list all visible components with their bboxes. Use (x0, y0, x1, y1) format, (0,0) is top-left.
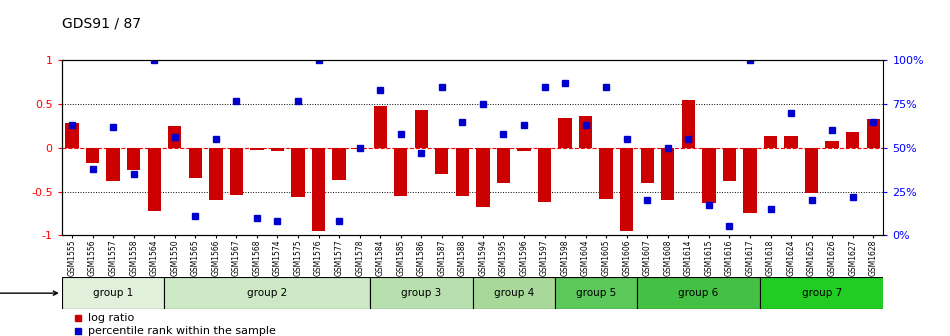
Bar (599, 148, 613, 199)
Text: group 5: group 5 (576, 288, 616, 298)
Bar (292, 148, 305, 197)
Text: group 1: group 1 (93, 288, 133, 298)
Bar (620, 148, 634, 231)
Bar (147, 148, 161, 211)
Bar (62, 277, 164, 309)
Bar (555, 277, 636, 309)
Text: log ratio: log ratio (88, 313, 135, 323)
Text: GDS91 / 87: GDS91 / 87 (62, 17, 141, 31)
Text: group 6: group 6 (678, 288, 719, 298)
Bar (66, 123, 79, 148)
Bar (636, 277, 760, 309)
Text: other: other (0, 288, 57, 298)
Bar (640, 148, 654, 183)
Bar (846, 132, 860, 148)
Bar (168, 126, 181, 148)
Bar (164, 277, 370, 309)
Text: group 7: group 7 (802, 288, 842, 298)
Bar (702, 148, 715, 203)
Bar (86, 148, 99, 163)
Bar (435, 148, 448, 174)
Text: group 3: group 3 (401, 288, 442, 298)
Bar (476, 148, 489, 207)
Bar (559, 118, 572, 148)
Bar (518, 148, 531, 151)
Bar (271, 148, 284, 151)
Bar (209, 148, 222, 200)
Bar (353, 148, 367, 149)
Bar (370, 277, 473, 309)
Bar (332, 148, 346, 180)
Bar (127, 148, 141, 170)
Bar (106, 148, 120, 181)
Bar (473, 277, 555, 309)
Bar (764, 136, 777, 148)
Bar (497, 148, 510, 183)
Bar (538, 148, 551, 202)
Bar (785, 136, 798, 148)
Bar (373, 106, 387, 148)
Bar (760, 277, 884, 309)
Bar (826, 141, 839, 148)
Bar (414, 110, 428, 148)
Bar (456, 148, 469, 196)
Bar (723, 148, 736, 181)
Text: group 4: group 4 (494, 288, 534, 298)
Text: percentile rank within the sample: percentile rank within the sample (88, 326, 276, 336)
Bar (805, 148, 818, 193)
Bar (189, 148, 202, 178)
Bar (743, 148, 756, 213)
Bar (661, 148, 674, 200)
Bar (866, 119, 880, 148)
Bar (394, 148, 408, 196)
Bar (230, 148, 243, 195)
Bar (579, 116, 592, 148)
Bar (682, 100, 695, 148)
Bar (312, 148, 325, 231)
Text: group 2: group 2 (247, 288, 287, 298)
Bar (250, 148, 263, 150)
